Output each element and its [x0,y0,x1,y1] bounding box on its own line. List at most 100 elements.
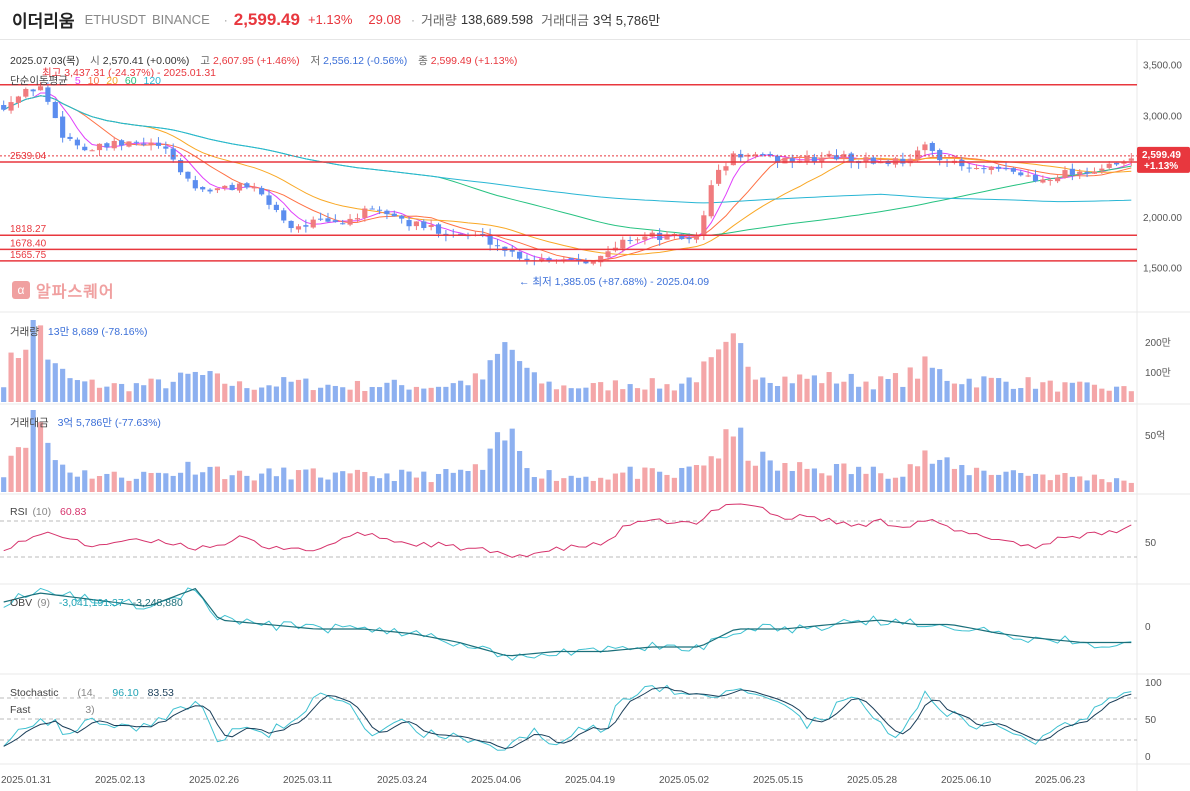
amount-bar [819,473,825,492]
amount-bar [214,466,220,492]
amount-bar [119,477,125,492]
volume-bar [502,342,508,402]
volume-bar [332,385,338,402]
volume-bar [303,378,309,402]
candle-body [74,139,80,146]
volume-bar [1025,377,1031,402]
volume-bar [251,389,257,402]
x-axis-label: 2025.03.11 [283,775,333,786]
candle-body [207,189,213,192]
volume-bar [67,378,73,402]
candle-body [833,155,840,160]
volume-bar [539,383,545,402]
change-percent: +1.13% [307,12,353,27]
amount-bar [634,478,641,492]
candle-body [406,220,412,227]
volume-bar [922,356,928,402]
volume-bar [266,385,272,402]
volume-bar [30,320,36,402]
candle-body [915,150,921,160]
candle-body [480,233,486,235]
amount-bar [170,475,176,492]
amount-bar [583,476,589,492]
candle-body [369,208,375,210]
volume-bar [708,357,714,402]
amount-bar [627,466,633,492]
amount-bar [745,460,751,492]
candle-body [303,225,309,227]
volume-bar [634,388,641,402]
ma20-period: 20 [106,75,118,87]
amount-bar [973,467,980,492]
price-badge-pct: +1.13% [1144,161,1178,172]
volume-bar [745,366,751,402]
candle-body [1032,174,1039,182]
amount-bar [141,471,147,492]
amount-bar [1113,478,1120,492]
amount-bar [833,464,840,492]
candle-body [981,168,987,170]
candle-body [192,180,198,189]
candle-body [929,142,935,151]
amount-bar [789,470,795,492]
candle-body [1010,168,1016,172]
candle-body [1047,179,1053,181]
amount-bar [524,468,530,492]
amount-bar [185,461,191,492]
volume-bar [104,386,110,402]
volume-bar [229,385,235,402]
volume-axis-label: 200만 [1145,337,1171,349]
stoch-legend-2: Fast 3) [10,704,95,716]
amount-bar [590,480,596,492]
volume-bar [52,363,58,402]
candle-body [185,171,191,179]
rsi-legend: RSI (10) 60.83 [10,506,86,518]
volume-bar [878,376,884,402]
volume-bar [89,379,95,402]
volume-bar [325,384,331,402]
volume-bar [996,378,1002,402]
amount-bar [148,472,154,492]
volume-bar [509,349,515,402]
asset-name[interactable]: 이더리움 [12,12,75,31]
volume-bar [369,387,375,402]
open-label: 시 [90,55,100,67]
volume-bar [693,382,700,402]
amount-bar [539,478,545,492]
candle-body [1003,168,1009,170]
low-value: 2,556.12 (-0.56%) [323,55,408,67]
volume-bar [472,373,478,402]
legend-date: 2025.07.03(목) [10,55,80,67]
volume-bar [671,390,677,402]
volume-bar [465,385,471,402]
stoch-axis-label: 50 [1145,715,1157,726]
volume-bar [236,381,243,402]
logo-text: 알파스퀘어 [36,284,115,301]
amount-bar [1062,473,1068,492]
volume-value: 138,689.598 [460,12,534,27]
candle-body [251,186,257,189]
amount-bar [1084,480,1090,492]
amount-bar [900,476,906,492]
candle-body [399,215,405,219]
candle-body [170,148,176,160]
candle-body [273,204,279,210]
amount-bar [96,476,103,492]
chart-canvas[interactable]: 3,500.003,000.002,500.002,000.001,500.00… [0,40,1190,791]
candle-body [111,140,117,149]
amount-bar [399,469,405,492]
volume-axis-label: 100만 [1145,367,1171,379]
amount-bar [605,479,611,492]
ma20-line [3,95,1132,256]
amount-bar [848,474,854,492]
volume-bar [273,386,279,402]
max-price-note: 최고 3,437.31 (-24.37%) - 2025.01.31 [42,67,217,79]
amount-axis-label: 50억 [1145,430,1165,442]
amount-bar [546,470,552,492]
amount-bar [797,462,803,492]
volume-bar [1047,380,1053,402]
amount-bar [332,472,338,492]
amount-bar [686,466,692,492]
volume-bar [1040,382,1046,402]
volume-bar [244,388,250,402]
